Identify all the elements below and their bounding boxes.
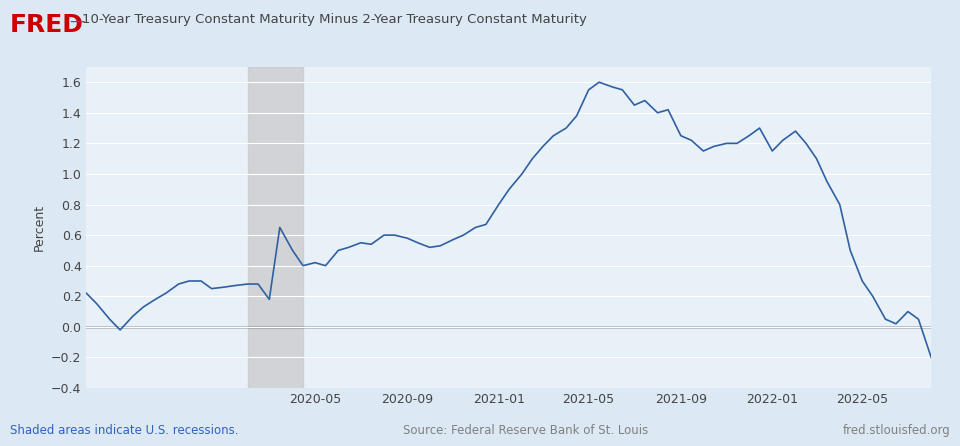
Text: Source: Federal Reserve Bank of St. Louis: Source: Federal Reserve Bank of St. Loui… (403, 424, 648, 437)
Text: 10-Year Treasury Constant Maturity Minus 2-Year Treasury Constant Maturity: 10-Year Treasury Constant Maturity Minus… (82, 13, 587, 26)
Text: fred.stlouisfed.org: fred.stlouisfed.org (843, 424, 950, 437)
Text: Shaded areas indicate U.S. recessions.: Shaded areas indicate U.S. recessions. (10, 424, 238, 437)
Y-axis label: Percent: Percent (33, 204, 46, 251)
Text: FRED: FRED (10, 13, 84, 37)
Bar (248, 67, 303, 388)
Text: —: — (69, 13, 84, 29)
